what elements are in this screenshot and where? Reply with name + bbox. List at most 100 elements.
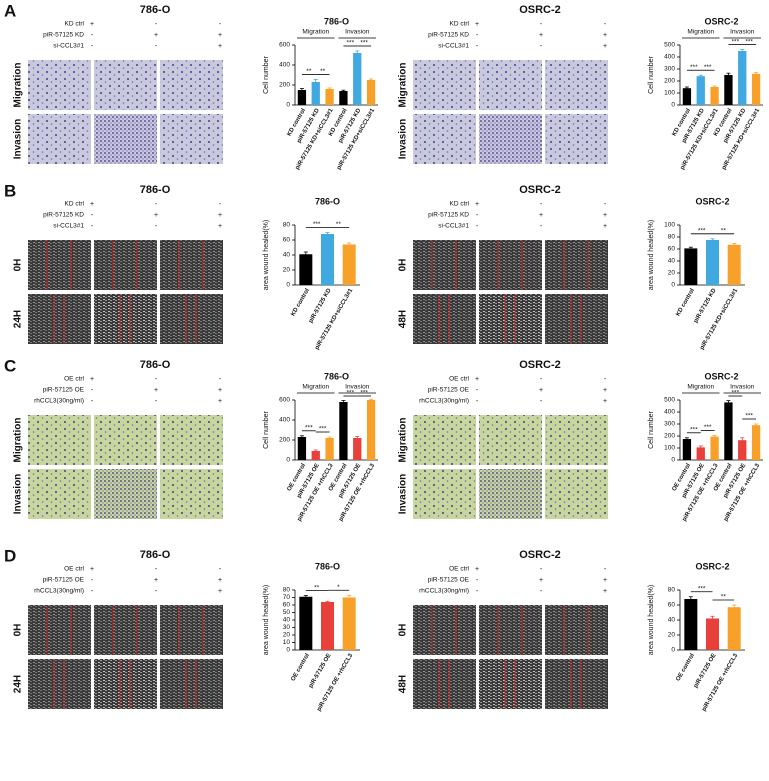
micrograph-cells: [94, 60, 157, 110]
micrograph-texture: [413, 605, 476, 655]
condition-mark: +: [539, 212, 543, 219]
bar: [366, 80, 376, 105]
condition-name: piR-57125 KD: [43, 212, 84, 219]
bar: [353, 438, 362, 460]
bar: [738, 440, 747, 460]
chart-title: OSRC-2: [704, 371, 738, 381]
y-axis-label: Cell number: [263, 55, 270, 93]
bar: [751, 73, 761, 105]
micrograph-texture: [413, 240, 476, 290]
condition-mark: +: [218, 398, 222, 405]
block-title: OSRC-2: [519, 184, 561, 196]
y-tick-label: 80: [668, 587, 676, 594]
row-label: 0H: [398, 259, 409, 272]
condition-mark: +: [603, 387, 607, 394]
bar: [366, 400, 376, 460]
condition-mark: -: [540, 588, 543, 595]
bar: [339, 402, 348, 460]
y-tick-label: 400: [279, 62, 290, 69]
block-title: 786-O: [140, 4, 171, 16]
y-axis-label: area wound healed(%): [263, 585, 270, 655]
significance-label: **: [314, 584, 320, 591]
condition-mark: -: [91, 32, 94, 39]
bar: [710, 436, 719, 460]
panel-label: A: [4, 1, 16, 20]
bar: [684, 248, 698, 285]
y-tick-label: 0: [671, 647, 675, 654]
group-label: Migration: [302, 384, 329, 391]
bar: [339, 91, 348, 105]
condition-name: OE ctrl: [64, 566, 84, 573]
condition-name: si-CCL3#1: [438, 43, 469, 50]
y-tick-label: 80: [668, 234, 676, 241]
significance-label: ***: [732, 390, 740, 397]
y-tick-label: 60: [283, 602, 291, 609]
micrograph-texture: [545, 294, 608, 344]
row-label: 0H: [398, 624, 409, 637]
bar: [696, 447, 705, 460]
bar: [297, 437, 307, 460]
condition-name: rhCCL3(30ng/ml): [34, 398, 84, 405]
condition-mark: -: [91, 398, 94, 405]
condition-name: rhCCL3(30ng/ml): [419, 588, 469, 595]
condition-mark: -: [540, 566, 543, 573]
bar: [325, 438, 334, 460]
significance-label: ***: [347, 390, 355, 397]
significance-label: ***: [698, 585, 706, 592]
y-tick-label: 70: [283, 594, 291, 601]
row-label: Invasion: [13, 474, 24, 515]
micrograph-texture: [28, 240, 91, 290]
significance-label: ***: [690, 64, 698, 71]
x-tick-label: KD control: [290, 288, 311, 318]
row-label: 48H: [398, 310, 409, 328]
condition-mark: +: [218, 212, 222, 219]
row-label: 48H: [398, 675, 409, 693]
condition-mark: -: [219, 21, 222, 28]
condition-mark: -: [604, 201, 607, 208]
significance-label: ***: [698, 228, 706, 235]
y-tick-label: 20: [668, 270, 676, 277]
y-tick-label: 30: [283, 624, 291, 631]
significance-label: ***: [319, 426, 327, 433]
condition-name: piR-57125 OE: [43, 387, 85, 394]
condition-mark: -: [604, 566, 607, 573]
condition-mark: +: [154, 577, 158, 584]
condition-mark: +: [475, 566, 479, 573]
condition-mark: -: [476, 588, 479, 595]
block-title: OSRC-2: [519, 4, 561, 16]
block-title: OSRC-2: [519, 549, 561, 561]
y-tick-label: 400: [664, 54, 675, 61]
y-tick-label: 60: [668, 602, 676, 609]
condition-mark: -: [91, 588, 94, 595]
condition-mark: +: [603, 398, 607, 405]
chart-title: OSRC-2: [695, 196, 729, 206]
y-tick-label: 500: [664, 397, 675, 404]
row-label: Migration: [398, 63, 409, 108]
condition-mark: -: [604, 21, 607, 28]
row-label: 0H: [13, 624, 24, 637]
y-axis-label: Cell number: [648, 410, 655, 448]
condition-mark: +: [603, 32, 607, 39]
condition-mark: -: [91, 577, 94, 584]
y-tick-label: 500: [664, 42, 675, 49]
condition-name: piR-57125 KD: [43, 32, 84, 39]
y-tick-label: 300: [664, 421, 675, 428]
chart-title: 786-O: [315, 561, 340, 571]
bar: [299, 596, 313, 650]
row-label: Migration: [13, 63, 24, 108]
micrograph-cells: [28, 469, 91, 519]
y-tick-label: 0: [671, 102, 675, 109]
significance-label: ***: [745, 38, 753, 45]
condition-mark: -: [476, 43, 479, 50]
y-tick-label: 40: [283, 252, 291, 259]
micrograph-texture: [413, 659, 476, 709]
micrograph-cells: [160, 60, 223, 110]
y-tick-label: 0: [286, 457, 290, 464]
micrograph-cells: [413, 415, 476, 465]
significance-label: ***: [360, 390, 368, 397]
group-label: Migration: [302, 29, 329, 36]
condition-mark: -: [91, 387, 94, 394]
significance-label: **: [306, 68, 312, 75]
bar: [682, 88, 692, 105]
micrograph-cells: [545, 415, 608, 465]
